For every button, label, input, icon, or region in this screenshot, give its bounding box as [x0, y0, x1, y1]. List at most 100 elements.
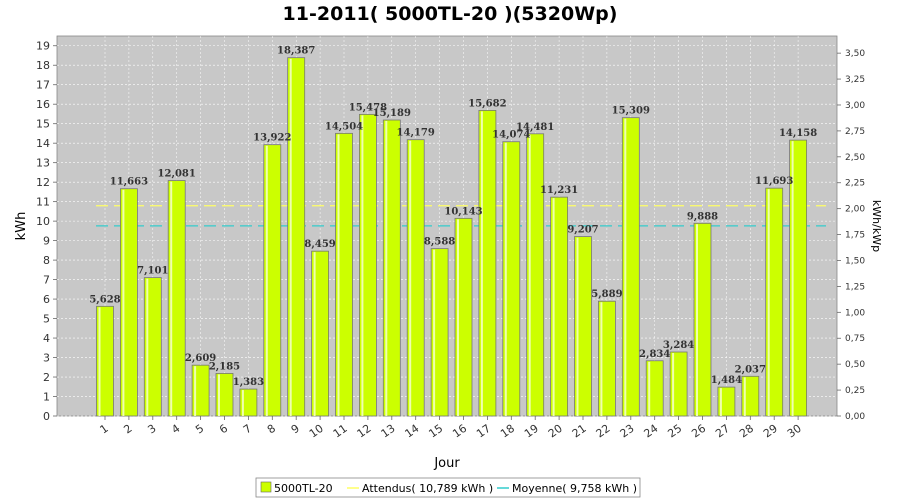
- y-tick-label: 14: [36, 137, 50, 150]
- x-tick-label: 1: [98, 422, 111, 437]
- x-tick-label: 26: [689, 422, 708, 441]
- y-tick-label: 10: [36, 215, 50, 228]
- x-tick-label: 10: [307, 422, 326, 441]
- data-label: 14,179: [397, 128, 435, 139]
- y-tick-label: 17: [36, 79, 50, 92]
- y2-tick-label: 1,50: [845, 256, 865, 266]
- y-tick-label: 1: [43, 391, 50, 404]
- data-label: 5,889: [591, 289, 622, 300]
- y-tick-label: 12: [36, 176, 50, 189]
- data-label: 2,609: [185, 353, 216, 364]
- x-tick-label: 25: [665, 422, 684, 441]
- legend-label-average: Moyenne( 9,758 kWh ): [512, 482, 637, 495]
- y2-tick-label: 2,50: [845, 153, 865, 163]
- y-tick-label: 16: [36, 98, 50, 111]
- data-label: 1,383: [233, 377, 264, 388]
- y-tick-label: 9: [43, 235, 50, 248]
- x-tick-label: 20: [546, 422, 565, 441]
- x-tick-label: 21: [570, 422, 589, 441]
- x-tick-label: 17: [474, 422, 493, 441]
- data-label: 14,074: [492, 130, 530, 141]
- x-tick-label: 27: [713, 422, 732, 441]
- y-tick-label: 6: [43, 293, 50, 306]
- y2-tick-label: 0,00: [845, 412, 865, 422]
- data-label: 8,459: [304, 239, 335, 250]
- x-tick-label: 15: [426, 422, 445, 441]
- y2-tick-label: 0,25: [845, 386, 865, 396]
- x-tick-label: 14: [402, 422, 421, 441]
- data-label: 2,185: [209, 361, 240, 372]
- x-tick-label: 2: [121, 422, 134, 437]
- x-tick-label: 24: [641, 422, 660, 441]
- data-label: 2,037: [735, 364, 766, 375]
- data-label: 14,481: [516, 122, 554, 133]
- y2-tick-label: 1,25: [845, 282, 865, 292]
- y-tick-label: 13: [36, 157, 50, 170]
- legend-box: [255, 477, 641, 498]
- x-tick-label: 23: [618, 422, 637, 441]
- data-label: 7,101: [137, 266, 168, 277]
- y2-tick-label: 1,75: [845, 231, 865, 241]
- x-tick-label: 8: [265, 422, 278, 437]
- data-label: 15,478: [349, 102, 387, 113]
- data-label: 14,158: [779, 128, 817, 139]
- y-tick-label: 8: [43, 254, 50, 267]
- y-tick-label: 18: [36, 59, 50, 72]
- legend-label-expected: Attendus( 10,789 kWh ): [362, 482, 493, 495]
- bars: [96, 57, 807, 417]
- data-label: 11,693: [755, 176, 793, 187]
- x-tick-label: 18: [498, 422, 517, 441]
- data-label: 11,231: [540, 185, 578, 196]
- data-label: 9,207: [567, 225, 598, 236]
- x-tick-label: 7: [241, 422, 254, 437]
- data-label: 14,504: [325, 121, 363, 132]
- x-tick-label: 12: [355, 422, 374, 441]
- data-label: 12,081: [158, 169, 196, 180]
- y2-tick-label: 3,50: [845, 49, 865, 59]
- y-tick-label: 19: [36, 40, 50, 53]
- y-tick-label: 15: [36, 118, 50, 131]
- data-label: 11,663: [110, 177, 148, 188]
- x-tick-label: 9: [289, 422, 302, 437]
- data-label: 15,309: [612, 106, 650, 117]
- data-label: 15,682: [468, 98, 506, 109]
- y2-tick-label: 2,00: [845, 205, 865, 215]
- legend-label-bars: 5000TL-20: [274, 482, 333, 495]
- y-tick-label: 3: [43, 352, 50, 365]
- y-tick-label: 4: [43, 332, 50, 345]
- x-tick-label: 3: [145, 422, 158, 437]
- y2-tick-label: 0,75: [845, 334, 865, 344]
- y2-tick-label: 3,25: [845, 75, 865, 85]
- legend-swatch-bars: [260, 481, 272, 493]
- data-label: 3,284: [663, 340, 694, 351]
- x-tick-label: 13: [379, 422, 398, 441]
- x-tick-label: 30: [785, 422, 804, 441]
- data-label: 10,143: [444, 206, 482, 217]
- data-label: 13,922: [253, 133, 291, 144]
- data-label: 18,387: [277, 46, 315, 57]
- y-axis-label: kWh: [14, 212, 29, 241]
- x-tick-label: 16: [450, 422, 469, 441]
- x-tick-label: 5: [193, 422, 206, 437]
- x-axis: 1 2 3 4 5 6 7 8 9 10 11 12 13 14 15 16 17 18 19 20 21 22 23 24 2…: [98, 416, 804, 440]
- y-tick-label: 2: [43, 371, 50, 384]
- y-tick-label: 7: [43, 274, 50, 287]
- y2-tick-label: 0,50: [845, 360, 865, 370]
- y2-tick-label: 2,75: [845, 127, 865, 137]
- y2-tick-label: 1,00: [845, 308, 865, 318]
- x-tick-label: 4: [169, 422, 182, 437]
- data-label: 1,484: [711, 375, 742, 386]
- x-tick-label: 19: [522, 422, 541, 441]
- chart-title: 11-2011( 5000TL-20 )(5320Wp): [283, 3, 618, 25]
- data-label: 8,588: [424, 237, 455, 248]
- x-tick-label: 28: [737, 422, 756, 441]
- y-axis-right: 0,00 0,25 0,50 0,75 1,00 1,25 1,50 1,75 2,00 2,25…: [837, 49, 865, 422]
- legend: 5000TL-20 Attendus( 10,789 kWh ) Moyenne( …: [255, 477, 641, 498]
- y-tick-label: 0: [43, 410, 50, 423]
- y-tick-label: 11: [36, 196, 50, 209]
- data-label: 9,888: [687, 211, 718, 222]
- x-tick-label: 22: [594, 422, 613, 441]
- x-tick-label: 6: [217, 422, 230, 437]
